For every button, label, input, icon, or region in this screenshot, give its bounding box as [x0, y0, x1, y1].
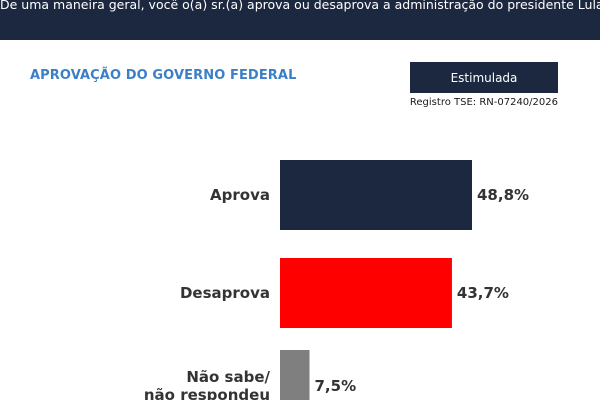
category-label-0: Aprova — [210, 186, 270, 204]
value-label-1: 43,7% — [457, 284, 509, 302]
category-label-2-1: não respondeu — [144, 386, 270, 400]
category-label-1: Desaprova — [180, 284, 270, 302]
category-label-2-0: Não sabe/ — [186, 368, 270, 386]
value-label-2: 7,5% — [315, 377, 357, 395]
header-bar: De uma maneira geral, você o(a) sr.(a) a… — [0, 0, 600, 40]
bar-1 — [280, 258, 452, 328]
stimulated-badge: Estimulada — [410, 62, 558, 93]
registro-tse: Registro TSE: RN-07240/2026 — [409, 97, 558, 108]
survey-question: De uma maneira geral, você o(a) sr.(a) a… — [0, 0, 600, 12]
bar-2 — [280, 350, 310, 400]
bar-0 — [280, 160, 472, 230]
section-title: APROVAÇÃO DO GOVERNO FEDERAL — [30, 68, 297, 83]
value-label-0: 48,8% — [477, 186, 529, 204]
